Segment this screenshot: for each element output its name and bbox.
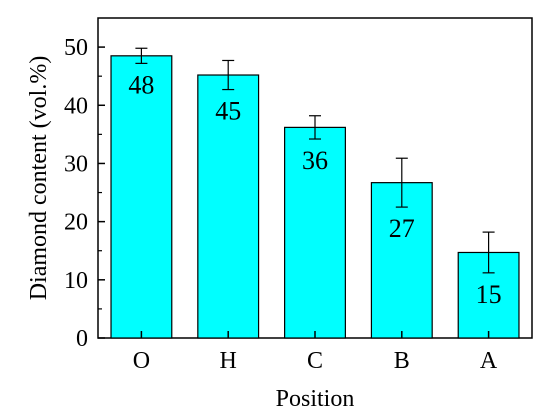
- value-label-C: 36: [302, 146, 328, 175]
- x-axis-label: Position: [276, 386, 355, 412]
- value-labels-group: 48 45 36 27 15: [128, 70, 501, 308]
- x-tick-label-A: A: [480, 348, 498, 374]
- y-tick-label: 30: [64, 151, 88, 177]
- y-axis-ticks: 0 10 20 30 40 50: [64, 35, 105, 352]
- x-tick-label-O: O: [133, 348, 150, 374]
- value-label-O: 48: [128, 70, 154, 99]
- y-axis-label: Diamond content (vol.%): [26, 56, 52, 301]
- bars-group: [110, 55, 520, 339]
- y-tick-label: 0: [76, 326, 88, 352]
- y-tick-label: 10: [64, 268, 88, 294]
- x-tick-label-C: C: [307, 348, 323, 374]
- y-tick-label: 40: [64, 93, 88, 119]
- x-tick-label-H: H: [220, 348, 237, 374]
- value-label-H: 45: [215, 97, 241, 126]
- bar-B: [370, 182, 433, 339]
- bar-H: [197, 74, 260, 339]
- x-tick-label-B: B: [394, 348, 410, 374]
- y-tick-label: 20: [64, 210, 88, 236]
- value-label-A: 15: [476, 280, 502, 309]
- value-label-B: 27: [389, 214, 415, 243]
- y-tick-label: 50: [64, 35, 88, 61]
- error-bars-group: [135, 47, 495, 274]
